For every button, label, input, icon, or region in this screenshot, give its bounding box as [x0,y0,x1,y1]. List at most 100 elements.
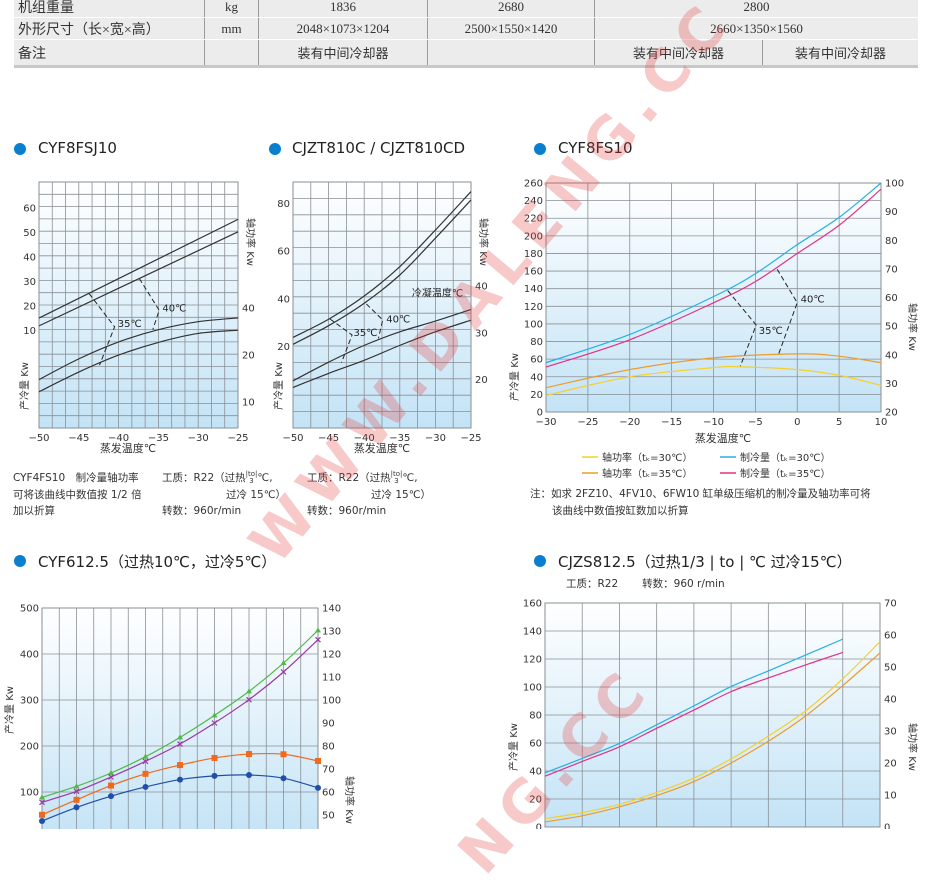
y-tick-label-left: 40 [530,372,543,383]
bullet-icon [534,143,546,155]
legend-label: 制冷量（tₖ=30℃） [740,451,831,464]
bullet-icon [14,143,26,155]
fraction: |to| 3 [246,471,258,485]
chart-title: CYF8FSJ10 [38,139,117,157]
data-point [73,788,80,795]
y-tick-label-left: 400 [20,650,39,661]
y-axis-label-right: 轴功率 Kw [343,776,356,824]
data-point [280,660,287,666]
chart-title: CYF8FS10 [558,139,633,157]
chart-title: CJZS812.5（过热1/3 | to | ℃ 过冷15℃） [558,553,852,571]
series-line [292,319,472,388]
x-tick-label: −30 [188,433,209,444]
x-tick-label: −35 [148,433,169,444]
y-tick-label-left: 100 [524,319,543,330]
y-tick-label-right: 30 [884,727,897,738]
x-tick-label: −25 [460,433,481,444]
data-point [108,770,114,776]
x-axis-label: 蒸发温度℃ [354,441,410,455]
x-tick-label: −45 [68,433,89,444]
data-point [246,751,252,758]
data-point [39,811,45,818]
x-tick-label: −30 [425,433,446,444]
series-line [38,317,239,381]
x-tick-label: −50 [28,433,49,444]
y-tick-label-right: 40 [475,282,488,293]
y-tick-label-left: 30 [23,277,36,288]
note-line: 过冷 15℃） [226,488,286,501]
data-point [108,782,114,789]
data-point [177,762,183,769]
series-line [292,191,472,338]
y-tick-label-right: 40 [885,350,898,361]
x-tick-label: 5 [836,417,842,428]
dashed-annotation [329,318,353,363]
y-tick-label-left: 10 [23,326,36,337]
y-tick-label-left: 160 [523,599,542,610]
series-line [545,353,882,389]
y-tick-label-left: 200 [524,231,543,242]
y-tick-label-right: 80 [322,742,335,753]
chart-c1: 10 20 30 40 50 60 10 20 40 −50 −45 −40 −35 −30 −25 蒸发温度… [18,181,257,455]
y-axis-label-left: 产冷量 Kw [18,362,31,410]
note-text: 工质：R22 [566,578,619,590]
y-tick-label-left: 120 [524,302,543,313]
x-tick-label: −35 [389,433,410,444]
note-line: 转数：960r/min [307,505,387,517]
data-point [315,784,321,791]
x-tick-label: 0 [794,417,800,428]
chart3-note: 注：如求 2FZ10、4FV10、6FW10 缸单级压缩机的制冷量及轴功率可将 … [530,486,871,519]
dashed-annotation [727,290,757,367]
chart-c2: 20 40 60 80 20 30 40 −50 −45 −40 −35 −30 −25 蒸发温度℃ 产冷量… [272,181,490,455]
series-line [544,651,843,777]
x-tick-label: −50 [282,433,303,444]
data-point [108,793,114,800]
series-line [292,199,472,345]
table-cell: 2660×1350×1560 [594,17,918,40]
x-tick-label: −15 [661,417,682,428]
x-tick-label: −25 [227,433,248,444]
y-tick-label-left: 20 [277,342,290,353]
y-tick-label-right: 130 [322,627,341,638]
y-tick-label-right: 20 [475,375,488,386]
y-tick-label-left: 120 [523,655,542,666]
y-tick-label-left: 140 [523,627,542,638]
data-point [211,720,218,726]
fraction-bottom: 3 [394,477,399,485]
y-tick-label-right: 10 [242,398,255,409]
y-tick-label-right: 50 [322,811,335,822]
table-cell: 2800 [594,0,918,18]
data-point [246,688,252,694]
data-point [315,636,321,643]
y-tick-label-right: 60 [885,293,898,304]
annotation-label: 40℃ [162,304,186,315]
y-tick-label-right: 100 [322,696,341,707]
data-point [211,712,218,718]
data-point [211,772,218,779]
legend-label: 轴功率（tₖ=35℃） [602,467,693,480]
y-tick-label-right: 20 [885,408,898,419]
y-tick-label-right: 70 [884,599,897,610]
series-line [38,231,239,327]
y-axis-label-right: 轴功率 Kw [906,723,919,771]
series-line [545,365,882,396]
data-point [73,804,80,811]
data-point [315,627,321,633]
y-tick-label-left: 100 [523,683,542,694]
table-cell: 装有中间冷却器 [594,39,763,68]
fraction-bottom: 3 [249,477,254,485]
y-tick-label-left: 0 [537,408,543,419]
y-tick-label-right: 100 [885,179,904,190]
y-tick-label-left: 80 [277,199,290,210]
y-tick-label-left: 200 [20,742,39,753]
note-line: CYF4FS10 制冷量轴功率 [13,472,139,484]
y-tick-label-left: 0 [536,823,542,830]
data-point [142,758,149,765]
fraction-top: |to| [245,470,258,478]
y-axis-label-right: 轴功率 Kw [906,303,919,351]
y-tick-label-right: 140 [322,604,341,615]
y-tick-label-left: 40 [529,767,542,778]
annotation-label: 冷凝温度℃ [412,287,463,300]
chart-c4: 100 200 300 400 500 50 60 70 80 90 100 110 120 130 140… [3,604,356,829]
y-tick-label-right: 30 [475,328,488,339]
